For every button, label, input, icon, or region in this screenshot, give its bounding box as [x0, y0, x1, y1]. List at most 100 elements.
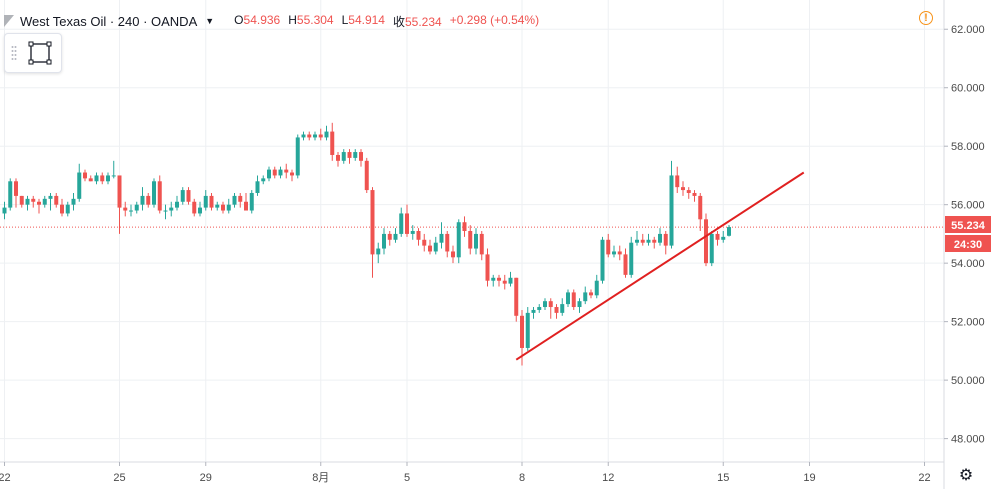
candle — [232, 192, 237, 208]
candle-body — [261, 178, 266, 182]
candle-body — [612, 251, 616, 255]
candle — [681, 181, 685, 196]
candle-body — [267, 169, 271, 179]
candle-body — [709, 233, 714, 264]
candle-body — [606, 239, 611, 255]
candle — [261, 175, 266, 185]
candle-body — [31, 198, 36, 202]
candle-body — [485, 254, 490, 281]
candle-body — [589, 292, 593, 296]
candle — [721, 231, 726, 243]
candle-body — [635, 239, 639, 243]
candle-body — [152, 181, 156, 205]
candle-body — [663, 233, 668, 246]
candle-body — [209, 195, 214, 208]
drag-handle-icon[interactable] — [11, 45, 17, 61]
candle-body — [675, 175, 680, 188]
x-tick-label: 15 — [717, 472, 729, 484]
candle — [577, 298, 582, 313]
candle — [583, 286, 588, 305]
candle-body — [180, 190, 185, 202]
candle-body — [8, 181, 13, 208]
x-tick-label: 12 — [602, 472, 614, 484]
candle-body — [577, 301, 582, 308]
candle — [525, 307, 530, 351]
candle-body — [88, 178, 93, 182]
candle — [382, 228, 386, 255]
candle-body — [520, 315, 524, 348]
candle-body — [514, 277, 519, 316]
gear-icon[interactable]: ⚙ — [958, 467, 974, 484]
candle — [709, 231, 714, 267]
candle-body — [146, 195, 151, 205]
candle-body — [658, 233, 662, 243]
symbol-title[interactable]: West Texas Oil · 240 · OANDA — [20, 13, 198, 29]
candle — [123, 201, 128, 217]
y-tick-label: 54.000 — [951, 258, 985, 270]
time-axis[interactable]: 22 25 29 8月 5 8 12 15 19 22 — [0, 462, 931, 484]
candle — [88, 175, 93, 182]
candle-body — [640, 239, 645, 243]
chevron-down-icon[interactable]: ▼ — [205, 16, 215, 26]
candle — [646, 233, 651, 246]
candle — [439, 222, 444, 249]
candle — [704, 213, 708, 267]
candle-body — [83, 172, 87, 179]
candle — [359, 149, 363, 167]
candle-body — [359, 152, 363, 161]
candle-body — [525, 312, 530, 348]
last-price-badge — [945, 216, 991, 233]
candle — [134, 201, 139, 214]
trendline-drawing[interactable] — [515, 171, 805, 361]
candle-body — [594, 280, 599, 296]
candle — [617, 245, 622, 261]
candle-body — [554, 307, 559, 313]
candle-body — [111, 175, 116, 177]
candle — [157, 175, 162, 214]
candle-body — [290, 172, 294, 176]
candle — [508, 271, 513, 287]
candle-body — [192, 201, 197, 214]
candle — [111, 160, 116, 179]
candle-body — [399, 213, 404, 234]
candle-body — [508, 277, 513, 284]
y-tick-label: 60.000 — [951, 83, 985, 95]
candle-body — [583, 292, 588, 302]
candle-body — [100, 175, 105, 182]
y-tick-label: 56.000 — [951, 200, 985, 212]
candle — [65, 201, 70, 217]
x-tick-label: 29 — [200, 472, 212, 484]
candle-body — [94, 175, 99, 182]
candle — [19, 195, 24, 208]
candle-body — [462, 222, 467, 231]
ohlc-open: O54.936 — [234, 12, 281, 27]
candle-body — [106, 175, 110, 182]
candle — [428, 239, 432, 255]
candle-body — [571, 292, 576, 308]
candle-body — [537, 307, 542, 310]
candle — [606, 233, 611, 258]
drawing-toolbox[interactable] — [4, 33, 62, 73]
candle — [543, 298, 547, 310]
candle — [554, 304, 559, 319]
exclamation-circle-icon[interactable]: ! — [919, 11, 933, 25]
candle-body — [54, 195, 59, 205]
rectangle-tool-icon[interactable] — [25, 38, 55, 68]
candle-body — [433, 242, 438, 252]
candle — [94, 172, 99, 185]
candle-body — [669, 175, 674, 246]
price-axis[interactable]: 48.000 50.000 52.000 54.000 56.000 58.000 60.0… — [944, 24, 985, 446]
candle — [255, 175, 260, 196]
x-tick-label: 5 — [404, 472, 410, 484]
candle-body — [169, 207, 174, 211]
candle-body — [566, 292, 570, 305]
candle — [272, 166, 277, 179]
candle-body — [186, 190, 191, 202]
candle — [566, 289, 570, 308]
candle — [686, 187, 691, 199]
candle-body — [284, 169, 289, 173]
candle — [324, 125, 329, 141]
candle — [307, 131, 312, 141]
candle — [60, 198, 64, 217]
